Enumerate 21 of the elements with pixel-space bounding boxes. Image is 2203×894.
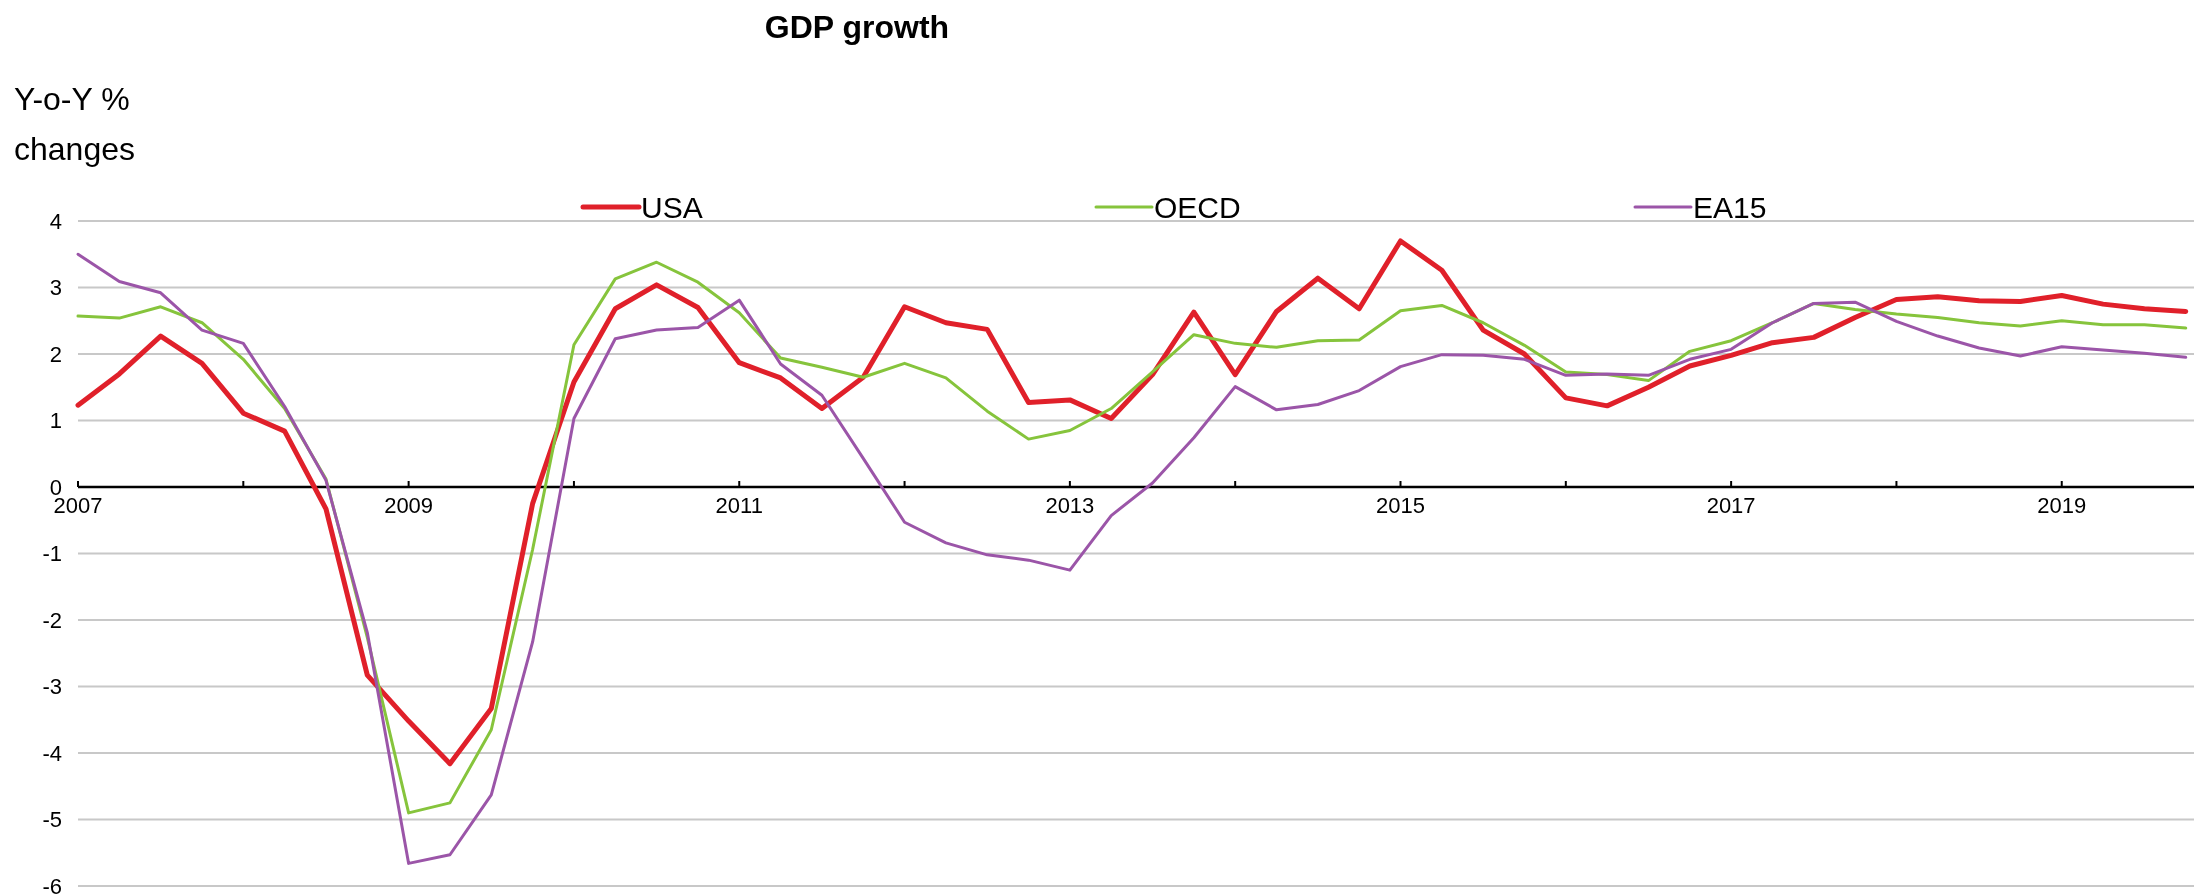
x-tick-label: 2009: [384, 493, 434, 518]
chart-title: GDP growth: [764, 9, 950, 45]
y-tick-label: -1: [42, 541, 62, 567]
x-tick-label: 2011: [715, 493, 763, 518]
x-tick-label: 2015: [1376, 493, 1425, 518]
y-tick-label: -6: [42, 873, 62, 894]
y-tick-label: 1: [49, 408, 62, 434]
legend-label: USA: [641, 190, 703, 224]
y-tick-label: 3: [49, 275, 62, 301]
x-tick-label: 2019: [2037, 493, 2087, 518]
y-axis-title: Y-o-Y % changes: [14, 81, 135, 167]
x-tick-label: 2013: [1045, 493, 1095, 518]
y-tick-label: -4: [42, 740, 62, 766]
x-tick-label: 2017: [1706, 493, 1756, 518]
y-tick-label: -5: [42, 807, 62, 833]
legend-label: EA15: [1693, 190, 1767, 224]
legend-label: OECD: [1154, 190, 1241, 224]
y-tick-label: 2: [49, 341, 62, 367]
y-tick-label: 4: [49, 208, 62, 234]
y-tick-label: -2: [42, 607, 62, 633]
y-tick-label: -3: [42, 674, 62, 700]
